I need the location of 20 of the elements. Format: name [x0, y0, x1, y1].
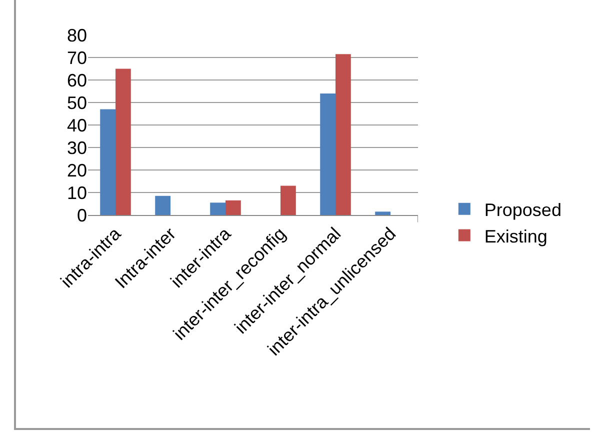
y-tick-label: 70	[66, 48, 87, 68]
bar	[226, 200, 241, 215]
y-tick-label: 30	[66, 138, 87, 158]
y-tick-label: 80	[66, 25, 87, 46]
y-tick-label: 50	[66, 92, 87, 113]
bar	[280, 186, 296, 215]
y-tick-label: 0	[76, 205, 87, 226]
bar	[320, 94, 336, 215]
y-tick-label: 10	[66, 182, 87, 203]
y-tick-label: 60	[66, 70, 87, 90]
legend-label: Existing	[484, 226, 548, 246]
bar	[155, 196, 170, 215]
bar	[375, 212, 390, 215]
legend-label: Proposed	[484, 200, 562, 220]
y-tick-label: 40	[66, 115, 87, 136]
bar	[116, 68, 131, 215]
bar	[210, 202, 226, 215]
bar	[100, 109, 116, 215]
bar	[336, 54, 351, 215]
y-tick-label: 20	[66, 160, 87, 180]
